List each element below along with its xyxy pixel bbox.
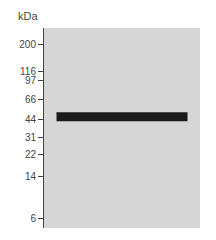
svg-text:kDa: kDa [18,10,38,22]
svg-text:6: 6 [30,213,36,224]
svg-text:116: 116 [20,66,36,77]
svg-text:14: 14 [25,171,37,182]
svg-text:31: 31 [25,132,37,143]
svg-text:66: 66 [25,94,37,105]
svg-text:44: 44 [25,114,37,125]
svg-text:97: 97 [25,75,37,86]
svg-text:200: 200 [19,39,36,50]
svg-text:22: 22 [25,149,37,160]
